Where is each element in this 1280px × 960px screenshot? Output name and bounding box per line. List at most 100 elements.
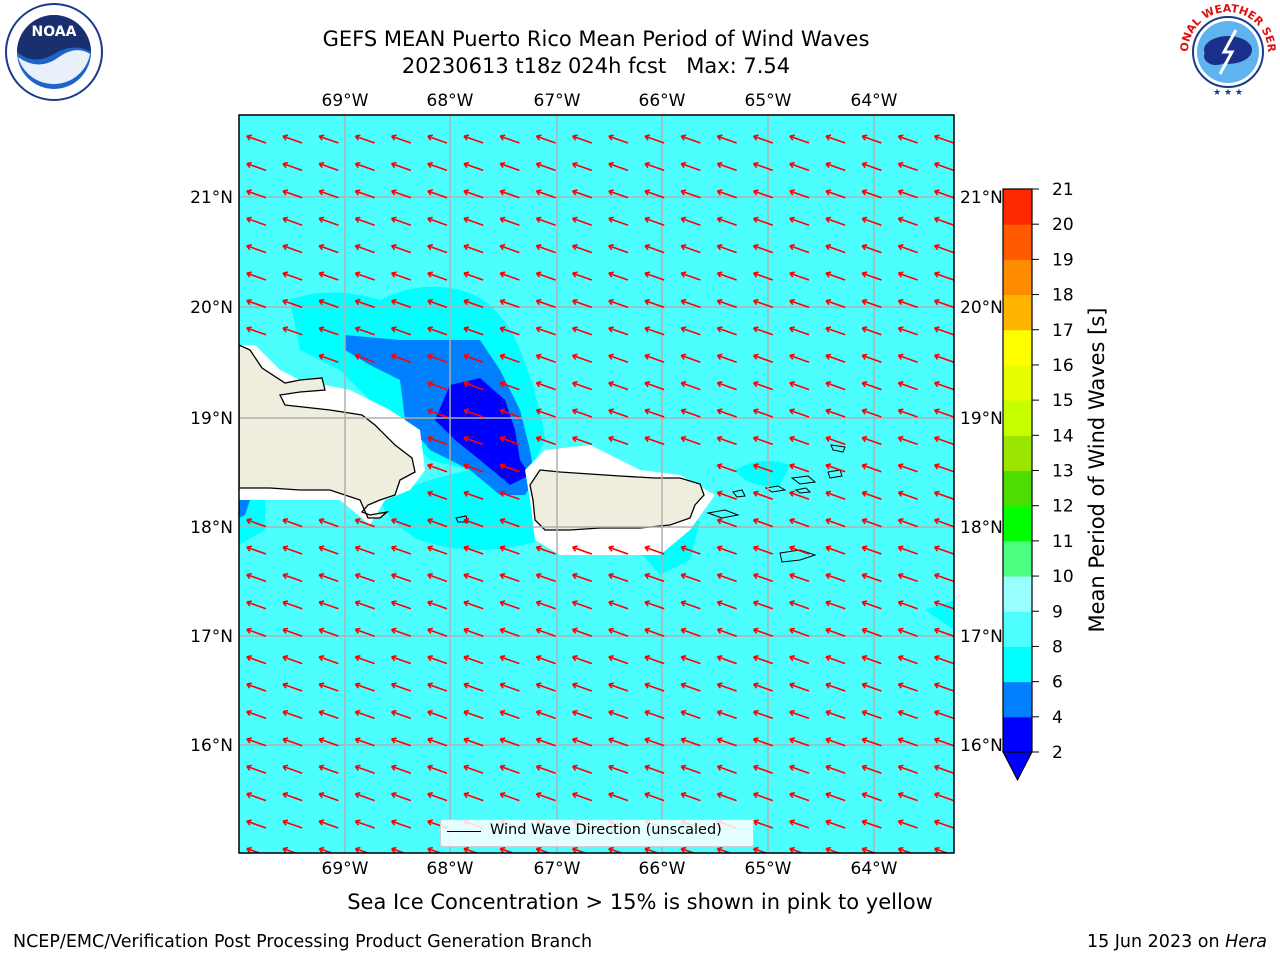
colorbar-tick-label: 11 bbox=[1052, 532, 1074, 552]
nws-logo: NATIONAL WEATHER SERVICE ★ ★ ★ bbox=[1176, 0, 1278, 102]
wind-wave-arrow bbox=[499, 545, 520, 555]
wind-wave-arrow bbox=[571, 298, 593, 309]
wind-wave-arrow bbox=[861, 244, 882, 254]
lon-label: 65°W bbox=[745, 859, 792, 879]
wind-wave-arrow bbox=[933, 518, 954, 528]
wind-wave-arrow bbox=[933, 271, 954, 281]
wind-wave-arrow bbox=[789, 463, 810, 473]
wind-wave-arrow bbox=[716, 572, 737, 583]
wind-wave-arrow bbox=[427, 353, 448, 363]
wind-wave-arrow bbox=[535, 353, 556, 363]
wind-wave-arrow bbox=[608, 737, 629, 747]
wind-wave-arrow bbox=[427, 709, 448, 720]
wind-wave-arrow bbox=[390, 189, 412, 199]
wind-wave-arrow bbox=[354, 189, 375, 199]
wind-wave-arrow bbox=[535, 792, 556, 802]
footer-date: 15 Jun 2023 on Hera bbox=[1087, 932, 1267, 952]
lon-label: 67°W bbox=[534, 91, 581, 111]
colorbar-band bbox=[1003, 540, 1032, 577]
wind-wave-arrow bbox=[933, 408, 954, 418]
wind-wave-arrow bbox=[318, 819, 339, 829]
colorbar-tick-label: 16 bbox=[1052, 356, 1074, 376]
wind-wave-arrow bbox=[897, 435, 918, 446]
wind-wave-arrow bbox=[246, 737, 267, 747]
wind-wave-arrow bbox=[463, 655, 484, 665]
wind-wave-arrow bbox=[390, 244, 412, 254]
wind-wave-arrow bbox=[246, 298, 267, 309]
wind-wave-arrow bbox=[752, 737, 774, 747]
wind-wave-arrow bbox=[861, 326, 882, 336]
wind-wave-arrow bbox=[789, 792, 810, 802]
wind-wave-arrow bbox=[463, 682, 484, 692]
wind-wave-arrow bbox=[499, 216, 520, 226]
wind-wave-arrow bbox=[499, 846, 516, 853]
wind-wave-arrow bbox=[716, 682, 737, 692]
wind-wave-arrow bbox=[390, 819, 412, 829]
wind-wave-arrow bbox=[282, 627, 303, 637]
wind-wave-arrow bbox=[933, 326, 954, 336]
wind-wave-arrow bbox=[861, 600, 882, 610]
wind-wave-arrow bbox=[354, 819, 375, 829]
wind-wave-arrow bbox=[463, 326, 484, 336]
wind-wave-arrow bbox=[716, 600, 737, 610]
wind-wave-arrow bbox=[716, 627, 737, 637]
wind-wave-arrow bbox=[933, 627, 954, 637]
wind-wave-arrow bbox=[825, 819, 846, 829]
colorbar-extend-arrow bbox=[1002, 751, 1033, 782]
wind-wave-arrow bbox=[861, 353, 882, 363]
wind-wave-arrow bbox=[933, 490, 954, 500]
colorbar-tick-label: 18 bbox=[1052, 286, 1074, 306]
wind-wave-arrow bbox=[644, 134, 665, 144]
wind-wave-arrow bbox=[680, 381, 701, 391]
wind-wave-arrow bbox=[499, 381, 520, 391]
wind-wave-arrow bbox=[825, 682, 846, 692]
wind-wave-arrow bbox=[354, 545, 375, 555]
lon-label: 64°W bbox=[851, 859, 898, 879]
wind-wave-arrow bbox=[246, 271, 267, 281]
wind-wave-arrow bbox=[427, 134, 448, 144]
wind-wave-arrow bbox=[680, 682, 701, 692]
colorbar-tick-label: 2 bbox=[1052, 743, 1063, 763]
wind-wave-arrow bbox=[897, 271, 918, 281]
wind-wave-arrow bbox=[390, 161, 412, 172]
wind-wave-arrow bbox=[535, 545, 556, 555]
wind-wave-arrow bbox=[644, 326, 665, 336]
colorbar-band bbox=[1003, 364, 1032, 401]
wind-wave-arrow bbox=[861, 545, 882, 555]
vieques-island bbox=[706, 509, 740, 519]
wind-wave-arrow bbox=[644, 627, 665, 637]
wind-wave-arrow bbox=[861, 572, 882, 583]
wind-wave-arrow bbox=[752, 709, 774, 720]
wind-wave-arrow bbox=[318, 518, 339, 528]
wind-wave-arrow bbox=[825, 216, 846, 226]
wind-wave-arrow bbox=[644, 764, 665, 774]
chart-title: GEFS MEAN Puerto Rico Mean Period of Win… bbox=[0, 26, 1192, 80]
wind-wave-arrow bbox=[427, 161, 448, 172]
wind-wave-arrow bbox=[861, 408, 882, 418]
wind-wave-arrow bbox=[246, 189, 267, 199]
wind-wave-arrow bbox=[825, 408, 846, 418]
wind-wave-arrow bbox=[571, 161, 593, 172]
wind-wave-arrow bbox=[535, 682, 556, 692]
colorbar-band bbox=[1003, 681, 1032, 718]
wind-wave-arrow bbox=[644, 271, 665, 281]
wind-wave-arrow bbox=[789, 737, 810, 747]
wind-wave-arrow bbox=[716, 764, 737, 774]
lat-label: 16°N bbox=[190, 736, 233, 756]
wind-wave-arrow bbox=[246, 627, 267, 637]
wind-wave-arrow bbox=[644, 189, 665, 199]
wind-wave-arrow bbox=[427, 518, 448, 528]
wind-wave-arrow bbox=[608, 655, 629, 665]
wind-wave-arrow bbox=[354, 737, 375, 747]
wind-wave-arrow bbox=[571, 792, 593, 802]
wind-wave-arrow bbox=[390, 353, 412, 363]
wind-wave-arrow bbox=[716, 381, 737, 391]
lat-label: 21°N bbox=[190, 188, 233, 208]
wind-wave-arrow bbox=[571, 435, 593, 446]
wind-wave-arrow bbox=[282, 216, 303, 226]
wind-wave-arrow bbox=[897, 134, 918, 144]
wind-wave-arrow bbox=[716, 737, 737, 747]
wind-wave-arrow bbox=[716, 353, 737, 363]
wind-wave-arrow bbox=[752, 134, 774, 144]
wind-wave-arrow bbox=[752, 545, 774, 555]
